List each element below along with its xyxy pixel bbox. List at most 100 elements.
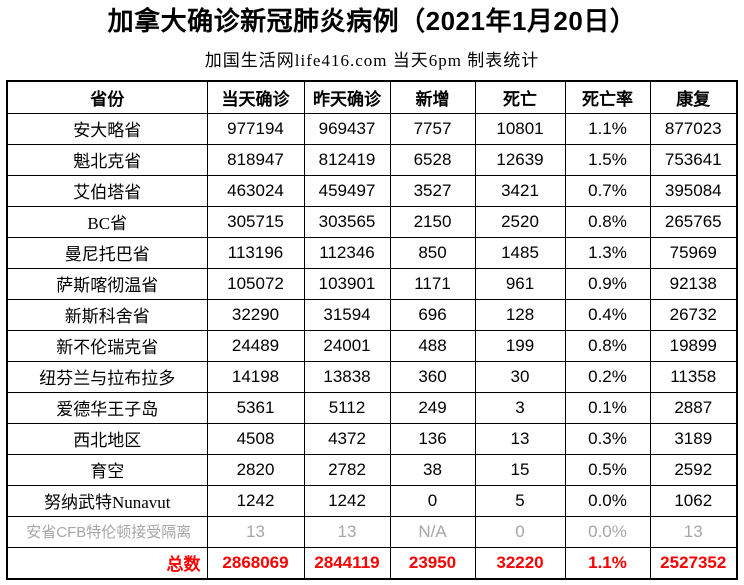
cell-value: 112346 [303,236,391,269]
cell-value: 2150 [389,205,476,238]
cell-value: 488 [389,329,476,362]
cell-value: 199 [474,329,566,362]
table-row: 育空 2820 2782 38 15 0.5% 2592 [6,453,738,486]
cell-value: 395084 [649,174,738,207]
cell-value: 3527 [389,174,476,207]
cell-value: 13 [474,422,566,455]
cell-province: 魁北克省 [6,143,208,176]
cell-value: 5112 [303,391,391,424]
cell-value: 0.8% [564,329,651,362]
column-header-0: 省份 [6,80,208,114]
cell-value: 0 [389,484,476,517]
cell-value: 103901 [303,267,391,300]
cell-value: N/A [389,515,476,548]
cell-value: 1242 [206,484,305,517]
page-subtitle: 加国生活网life416.com 当天6pm 制表统计 [204,50,540,70]
table-header-row: 省份 当天确诊 昨天确诊 新增 死亡 死亡率 康复 [6,80,738,114]
cell-value: 11358 [649,360,738,393]
cell-value: 4508 [206,422,305,455]
cell-value: 2782 [303,453,391,486]
cell-value: 850 [389,236,476,269]
table-row: BC省 305715 303565 2150 2520 0.8% 265765 [6,205,738,238]
cell-value: 128 [474,298,566,331]
cell-value: 249 [389,391,476,424]
cell-value: 15 [474,453,566,486]
cell-value: 265765 [649,205,738,238]
column-header-2: 昨天确诊 [303,80,391,114]
cell-value: 1.3% [564,236,651,269]
cell-province: 西北地区 [6,422,208,455]
cell-value: 24489 [206,329,305,362]
column-header-3: 新增 [389,80,476,114]
cell-province: 育空 [6,453,208,486]
cell-value: 360 [389,360,476,393]
table-row: 努纳武特Nunavut 1242 1242 0 5 0.0% 1062 [6,484,738,517]
cell-value: 3189 [649,422,738,455]
cell-value: 26732 [649,298,738,331]
cell-value: 6528 [389,143,476,176]
cell-province: 安省CFB特伦顿接受隔离 [6,515,208,548]
table-row: 曼尼托巴省 113196 112346 850 1485 1.3% 75969 [6,236,738,269]
cell-value: 92138 [649,267,738,300]
table-row: 新斯科舍省 32290 31594 696 128 0.4% 26732 [6,298,738,331]
cell-value: 961 [474,267,566,300]
cell-value: 305715 [206,205,305,238]
cell-value: 3421 [474,174,566,207]
cell-value: 10801 [474,112,566,145]
table-row: 艾伯塔省 463024 459497 3527 3421 0.7% 395084 [6,174,738,207]
cell-value: 0.4% [564,298,651,331]
cell-value: 2887 [649,391,738,424]
cell-value: 2592 [649,453,738,486]
cell-value: 30 [474,360,566,393]
cell-value: 2820 [206,453,305,486]
cell-value: 75969 [649,236,738,269]
cell-value: 0.7% [564,174,651,207]
cell-province: 新不伦瑞克省 [6,329,208,362]
cell-value: 0.0% [564,515,651,548]
cell-value: 0.1% [564,391,651,424]
table-row: 安大略省 977194 969437 7757 10801 1.1% 877023 [6,112,738,145]
cell-province: 努纳武特Nunavut [6,484,208,517]
cell-value: 696 [389,298,476,331]
cell-value: 2527352 [649,546,738,580]
cell-value: 113196 [206,236,305,269]
cell-value: 105072 [206,267,305,300]
cell-value: 463024 [206,174,305,207]
cell-province: 爱德华王子岛 [6,391,208,424]
table-row: 纽芬兰与拉布拉多 14198 13838 360 30 0.2% 11358 [6,360,738,393]
covid-cases-table: 省份 当天确诊 昨天确诊 新增 死亡 死亡率 康复 安大略省 977194 969437 7757… [6,79,738,580]
cell-province: 新斯科舍省 [6,298,208,331]
cell-value: 13 [206,515,305,548]
table-row: 新不伦瑞克省 24489 24001 488 199 0.8% 19899 [6,329,738,362]
column-header-5: 死亡率 [564,80,651,114]
cell-value: 0.8% [564,205,651,238]
cell-value: 969437 [303,112,391,145]
cell-value: 12639 [474,143,566,176]
cell-value: 1.5% [564,143,651,176]
table-row: 萨斯喀彻温省 105072 103901 1171 961 0.9% 92138 [6,267,738,300]
cell-value: 1062 [649,484,738,517]
cell-province: 曼尼托巴省 [6,236,208,269]
cell-value: 1.1% [564,546,651,580]
cell-value: 0.0% [564,484,651,517]
cell-value: 31594 [303,298,391,331]
column-header-1: 当天确诊 [206,80,305,114]
cell-value: 0.9% [564,267,651,300]
cell-value: 32220 [474,546,566,580]
cell-value: 303565 [303,205,391,238]
table-row: 魁北克省 818947 812419 6528 12639 1.5% 753641 [6,143,738,176]
cell-value: 1.1% [564,112,651,145]
cell-province: 纽芬兰与拉布拉多 [6,360,208,393]
cell-value: 3 [474,391,566,424]
cell-province: 艾伯塔省 [6,174,208,207]
cell-value: 877023 [649,112,738,145]
cell-value: 23950 [389,546,476,580]
cell-value: 2520 [474,205,566,238]
cell-value: 1242 [303,484,391,517]
cell-value: 4372 [303,422,391,455]
page-title: 加拿大确诊新冠肺炎病例（2021年1月20日） [107,6,637,36]
cell-value: 38 [389,453,476,486]
table-row: 西北地区 4508 4372 136 13 0.3% 3189 [6,422,738,455]
cell-value: 812419 [303,143,391,176]
